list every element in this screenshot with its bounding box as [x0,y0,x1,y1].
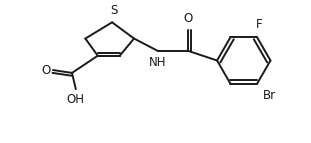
Text: F: F [256,18,262,31]
Text: S: S [110,4,118,17]
Text: Br: Br [263,89,276,102]
Text: NH: NH [149,56,167,69]
Text: OH: OH [67,93,85,106]
Text: O: O [184,12,193,25]
Text: O: O [42,63,51,77]
